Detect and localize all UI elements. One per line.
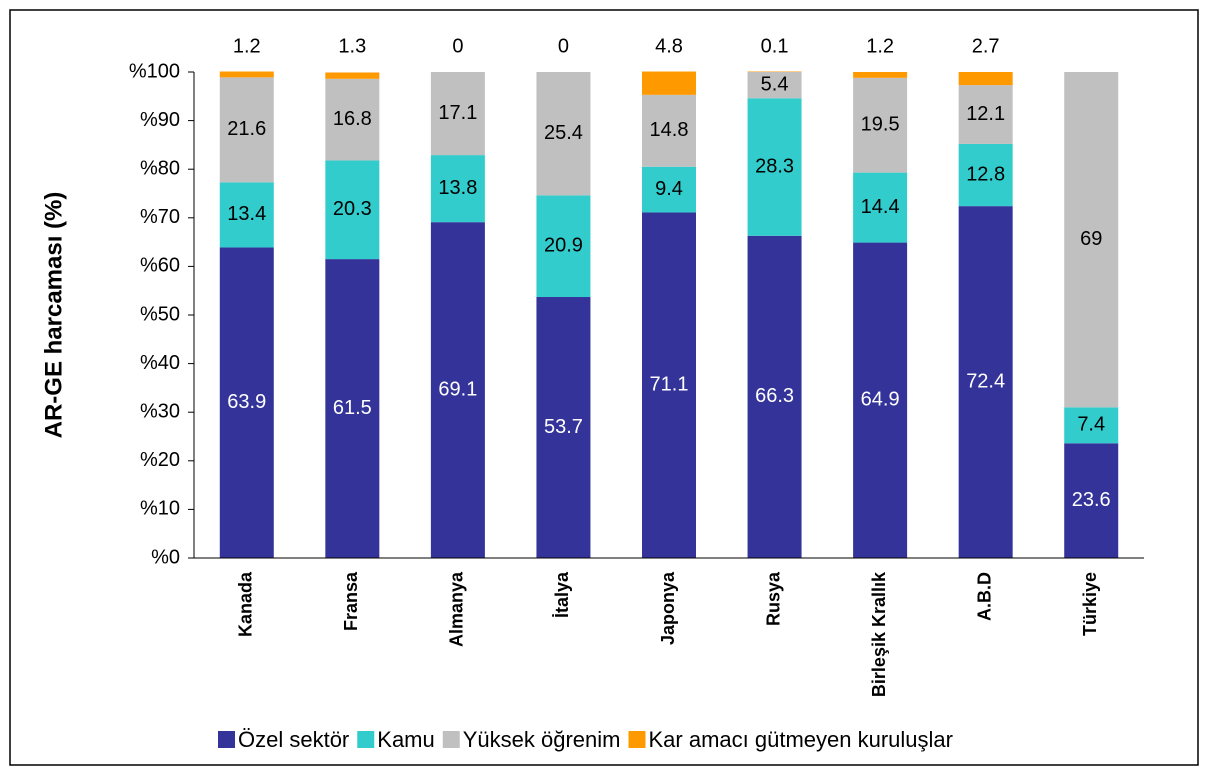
y-tick-label: %80: [140, 157, 180, 179]
bar-segment: [219, 182, 274, 248]
data-label: 13.4: [227, 203, 266, 225]
bar-segment: [536, 195, 591, 298]
data-label: 25.4: [544, 122, 583, 144]
data-label: 19.5: [861, 113, 900, 135]
legend-swatch: [357, 731, 375, 748]
x-tick-label: İtalya: [552, 571, 572, 618]
data-label: 14.4: [861, 196, 900, 218]
bar-segment: [430, 222, 485, 558]
bar-segment: [958, 72, 1013, 86]
bar-segment: [1064, 72, 1119, 408]
y-tick-label: %90: [140, 109, 180, 131]
data-label: 14.8: [650, 119, 689, 141]
legend-swatch: [628, 731, 646, 748]
x-tick-label: A.B.D: [974, 572, 994, 621]
data-label: 0.1: [761, 35, 789, 57]
bar-segment: [219, 77, 274, 183]
data-label: 1.3: [338, 35, 366, 57]
x-tick-label: Kanada: [236, 571, 256, 637]
bar-segment: [219, 71, 274, 78]
data-label: 12.1: [966, 103, 1005, 125]
bar-segment: [642, 71, 696, 95]
y-tick-label: %0: [151, 546, 180, 568]
data-label: 72.4: [966, 370, 1005, 392]
data-label: 20.3: [333, 198, 372, 220]
bar-segment: [747, 98, 802, 236]
data-label: 71.1: [650, 374, 689, 396]
y-tick-label: %70: [140, 206, 180, 228]
x-tick-label: Japonya: [658, 571, 678, 645]
bar-segment: [958, 206, 1013, 559]
bar-segment: [219, 247, 274, 559]
data-label: 9.4: [655, 178, 683, 200]
chart-frame: [9, 9, 1199, 766]
legend-label: Özel sektör: [238, 727, 349, 752]
y-tick-label: %10: [140, 498, 180, 520]
data-label: 61.5: [333, 397, 372, 419]
legend-label: Yüksek öğrenim: [463, 727, 621, 752]
bar-segment: [747, 235, 802, 559]
bar-segment: [430, 72, 485, 156]
data-label: 64.9: [861, 389, 900, 411]
bar-segment: [958, 143, 1013, 207]
data-label: 0: [558, 35, 569, 57]
x-tick-label: Almanya: [447, 571, 467, 647]
bar-segment: [1064, 443, 1119, 558]
data-label: 28.3: [755, 155, 794, 177]
legend-swatch: [442, 731, 460, 748]
bar-segment: [325, 160, 380, 260]
data-label: 13.8: [438, 177, 477, 199]
data-label: 1.2: [233, 35, 261, 57]
x-tick-label: Rusya: [763, 571, 783, 626]
y-tick-label: %60: [140, 255, 180, 277]
data-label: 16.8: [333, 108, 372, 130]
data-label: 2.7: [972, 35, 1000, 57]
data-label: 20.9: [544, 235, 583, 257]
data-label: 69: [1080, 228, 1102, 250]
bar-segment: [1064, 407, 1119, 444]
data-label: 53.7: [544, 416, 583, 438]
data-label: 4.8: [655, 35, 683, 57]
data-label: 1.2: [866, 35, 894, 57]
bar-segment: [325, 72, 380, 79]
bar-segment: [536, 297, 591, 558]
data-label: 7.4: [1077, 414, 1105, 436]
data-label: 0: [452, 35, 463, 57]
y-tick-label: %40: [140, 352, 180, 374]
legend-label: Kar amacı gütmeyen kuruluşlar: [649, 727, 953, 752]
data-label: 5.4: [761, 73, 789, 95]
bar-segment: [430, 155, 485, 223]
y-tick-label: %30: [140, 400, 180, 422]
bar-segment: [958, 85, 1013, 144]
bar-segment: [642, 212, 696, 559]
y-tick-label: %100: [129, 60, 180, 82]
data-label: 12.8: [966, 163, 1005, 185]
legend-label: Kamu: [377, 727, 434, 752]
x-tick-label: Türkiye: [1080, 572, 1100, 636]
bar-segment: [853, 172, 908, 243]
data-label: 23.6: [1072, 489, 1111, 511]
bar-segment: [642, 166, 696, 213]
bar-segment: [325, 259, 380, 558]
x-tick-label: Fransa: [341, 571, 361, 631]
data-label: 69.1: [438, 378, 477, 400]
data-label: 21.6: [227, 118, 266, 140]
bar-segment: [853, 72, 908, 78]
legend-swatch: [218, 731, 235, 748]
y-tick-label: %50: [140, 303, 180, 325]
data-label: 63.9: [227, 391, 266, 413]
bar-segment: [642, 94, 696, 167]
y-axis-label: AR-GE harcaması (%): [40, 192, 67, 439]
x-tick-label: Birleşik Krallık: [869, 571, 889, 697]
bar-segment: [536, 72, 591, 196]
bar-segment: [747, 72, 802, 99]
bar-segment: [853, 242, 908, 558]
bar-segment: [853, 77, 908, 173]
bar-segment: [325, 78, 380, 161]
data-label: 66.3: [755, 385, 794, 407]
y-tick-label: %20: [140, 449, 180, 471]
data-label: 17.1: [438, 102, 477, 124]
